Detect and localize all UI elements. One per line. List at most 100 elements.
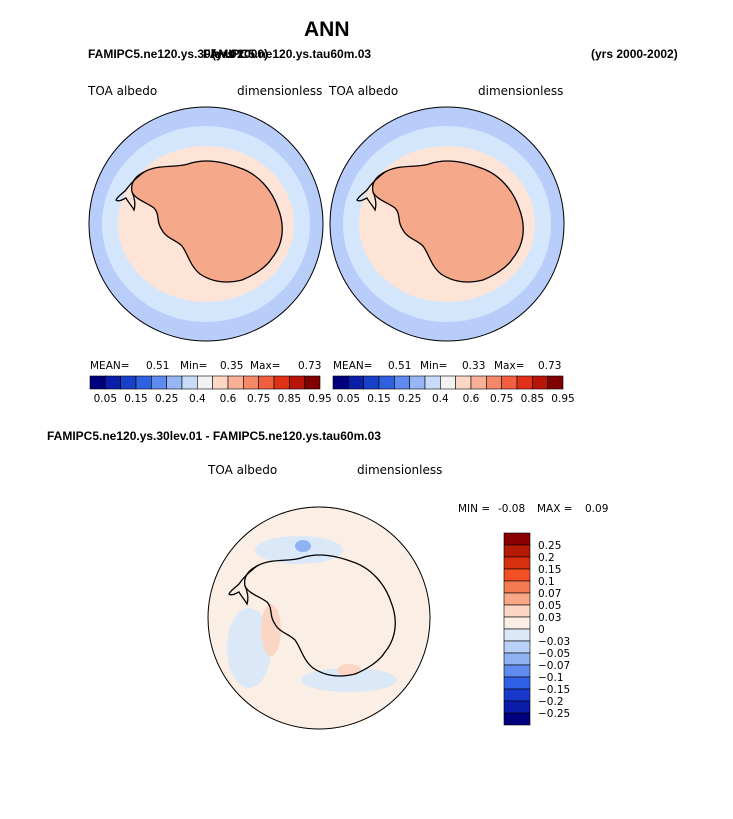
panel1-map-border <box>88 106 324 342</box>
years-left: (yrs 2000) <box>212 47 269 61</box>
diff-colorbar-swatch <box>503 544 531 558</box>
diff-colorbar-swatch <box>503 640 531 654</box>
panel1-colorbar-swatch <box>166 375 183 390</box>
panel2-map-border <box>329 106 565 342</box>
panel2-colorbar-tick-label: 0.25 <box>398 393 421 405</box>
diff-colorbar-swatch <box>503 592 531 606</box>
diff-colorbar-swatch <box>503 628 531 642</box>
diff-colorbar-label: 0.15 <box>538 564 561 576</box>
panel2-colorbar-tick-label: 0.05 <box>337 393 360 405</box>
panel2-map <box>330 107 564 341</box>
panel1-colorbar-tick-label: 0.6 <box>220 393 237 405</box>
diff-positive-patch <box>261 604 281 656</box>
case-title-a: FAMIPC5.ne120.ys.30lev.01 <box>88 47 244 61</box>
panel2-colorbar-tick-label: 0.15 <box>367 393 390 405</box>
panel1-colorbar-swatch <box>105 375 121 390</box>
diff-colorbar-label: −0.03 <box>538 636 570 648</box>
panel1-colorbar-swatch <box>120 375 137 390</box>
diff-colorbar-swatch <box>503 556 531 570</box>
diff-map <box>208 507 430 729</box>
panel2-colorbar-swatch <box>440 375 456 390</box>
diff-min-label: MIN = <box>458 503 491 515</box>
panel1-mean-label: MEAN= <box>90 360 130 372</box>
diff-colorbar-label: 0.05 <box>538 600 561 612</box>
diff-positive-patch <box>337 664 361 676</box>
panel2-min-label: Min= <box>420 360 448 372</box>
diff-colorbar-swatch <box>503 604 531 618</box>
panel2-colorbar-tick-label: 0.75 <box>490 393 513 405</box>
panel1-map <box>89 107 323 341</box>
panel1-max: 0.73 <box>298 360 322 372</box>
diff-variable: TOA albedo <box>208 463 278 477</box>
diff-colorbar-swatch <box>503 712 531 726</box>
diff-colorbar-swatch <box>503 580 531 594</box>
panel1-variable: TOA albedo <box>88 84 158 98</box>
panel2-colorbar-swatch <box>455 375 472 390</box>
panel1-colorbar-tick-label: 0.25 <box>155 393 178 405</box>
diff-colorbar-swatch <box>503 700 531 714</box>
diff-colorbar-label: 0.07 <box>538 588 561 600</box>
panel1-colorbar: 0.05 0.15 0.25 0.4 0.6 0.75 0.85 0.95 <box>89 375 332 405</box>
diff-colorbar-label: −0.15 <box>538 684 570 696</box>
panel1-units: dimensionless <box>237 84 323 98</box>
diff-colorbar-label: −0.07 <box>538 660 570 672</box>
diff-colorbar-label: 0.03 <box>538 612 561 624</box>
diff-min: -0.08 <box>498 503 526 515</box>
panel1-colorbar-swatch <box>304 375 321 390</box>
panel2-colorbar-tick-label: 0.6 <box>463 393 480 405</box>
panel1-colorbar-swatch <box>89 375 106 390</box>
panel2-max: 0.73 <box>538 360 562 372</box>
panel1-colorbar-tick-label: 0.4 <box>189 393 206 405</box>
panel1-colorbar-swatch <box>181 375 198 390</box>
panel1-colorbar-tick-label: 0.05 <box>94 393 117 405</box>
diff-colorbar-swatch <box>503 688 531 702</box>
diff-map-border <box>207 506 431 730</box>
diff-colorbar-swatch <box>503 532 531 546</box>
panel1-colorbar-swatch <box>258 375 275 390</box>
panel2-colorbar-swatch <box>424 375 441 390</box>
diff-negative-patch <box>227 608 271 688</box>
panel1-min-label: Min= <box>180 360 208 372</box>
diff-max-label: MAX = <box>537 503 573 515</box>
diff-colorbar-label: 0.25 <box>538 540 561 552</box>
case-title-b: FAMIPC5.ne120.ys.tau60m.03 <box>203 47 372 61</box>
panel2-max-label: Max= <box>494 360 525 372</box>
panel2-variable: TOA albedo <box>329 84 399 98</box>
diff-colorbar-label: 0.1 <box>538 576 555 588</box>
panel2-colorbar-swatch <box>363 375 380 390</box>
panel2-min: 0.33 <box>462 360 486 372</box>
diff-title: FAMIPC5.ne120.ys.30lev.01 - FAMIPC5.ne12… <box>47 429 381 443</box>
diff-units: dimensionless <box>357 463 443 477</box>
panel1-colorbar-tick-label: 0.95 <box>308 393 331 405</box>
panel1-colorbar-tick-label: 0.15 <box>124 393 147 405</box>
panel1-colorbar-swatch <box>135 375 152 390</box>
panel2-colorbar-tick-label: 0.4 <box>432 393 449 405</box>
diff-colorbar-swatch <box>503 652 531 666</box>
diff-strong-negative-patch <box>295 540 311 552</box>
diff-colorbar-label: 0.2 <box>538 552 555 564</box>
diff-colorbar-label: 0 <box>538 624 545 636</box>
page-title: ANN <box>304 18 350 41</box>
diff-colorbar-label: −0.1 <box>538 672 564 684</box>
panel1-mean: 0.51 <box>146 360 170 372</box>
panel1-colorbar-swatch <box>289 375 305 390</box>
panel1-colorbar-swatch <box>243 375 259 390</box>
panel2-mean-label: MEAN= <box>333 360 373 372</box>
panel1-colorbar-swatch <box>151 375 167 390</box>
panel2-colorbar-swatch <box>332 375 349 390</box>
diff-colorbar-label: −0.25 <box>538 708 570 720</box>
panel2-colorbar-swatch <box>394 375 410 390</box>
panel2-colorbar-swatch <box>532 375 548 390</box>
panel2-colorbar-swatch <box>516 375 533 390</box>
panel2-colorbar-tick-label: 0.95 <box>551 393 574 405</box>
diff-colorbar-swatch <box>503 568 531 582</box>
diff-max: 0.09 <box>585 503 609 515</box>
diff-colorbar: 0.250.20.150.10.070.050.030−0.03−0.05−0.… <box>503 532 570 726</box>
panel1-colorbar-swatch <box>212 375 229 390</box>
panel2-colorbar-swatch <box>501 375 518 390</box>
panel1-colorbar-swatch <box>273 375 290 390</box>
panel1-colorbar-swatch <box>227 375 244 390</box>
panel2-mean: 0.51 <box>388 360 412 372</box>
diff-colorbar-swatch <box>503 616 531 630</box>
